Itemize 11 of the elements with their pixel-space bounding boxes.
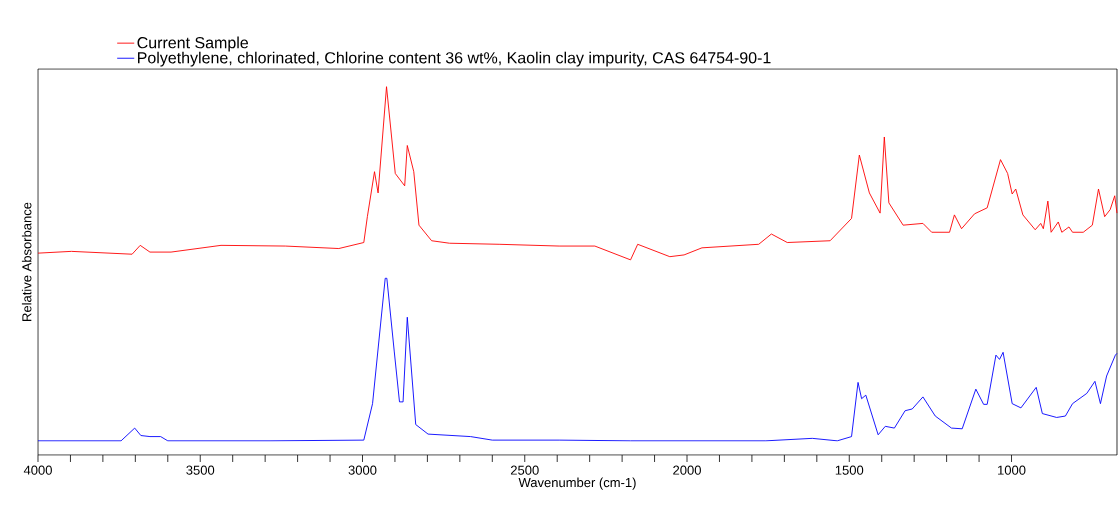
x-tick-label: 1000 (998, 465, 1026, 475)
x-tick-label: 2000 (673, 465, 701, 475)
legend-label: Current Sample (137, 36, 249, 52)
x-tick-label: 3000 (348, 465, 377, 475)
x-tick-label: 3500 (186, 465, 215, 475)
y-axis-title: Relative Absorbance (21, 202, 32, 321)
x-tick-label: 1500 (835, 465, 864, 475)
legend-label: Polyethylene, chlorinated, Chlorine content 36 wt%, Kaolin clay impurity, CAS 64754-90-1 (138, 51, 771, 67)
x-axis-title: Wavenumber (cm-1) (518, 477, 636, 490)
x-tick-label: 2500 (510, 465, 539, 475)
x-tick-label: 4000 (23, 465, 52, 475)
